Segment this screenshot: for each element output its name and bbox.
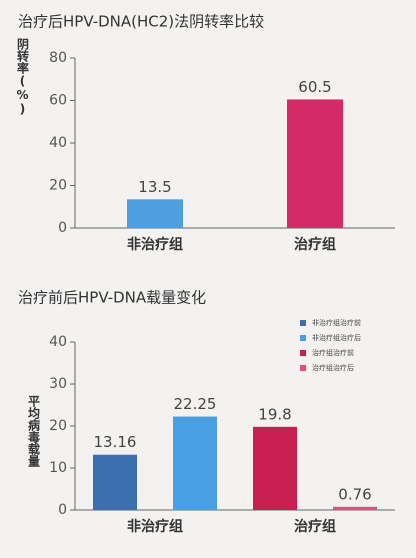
y-tick-label: 20 <box>49 178 67 194</box>
y-tick-label: 60 <box>49 93 67 109</box>
y-tick-label: 0 <box>58 502 67 518</box>
bar <box>287 99 343 228</box>
bar <box>253 426 297 510</box>
value-label: 60.5 <box>298 78 331 96</box>
y-tick-label: 0 <box>58 220 67 236</box>
legend-label: 治疗组治疗前 <box>312 348 354 357</box>
y-axis-label: 平均病毒载量 <box>27 395 41 467</box>
x-tick-label: 非治疗组 <box>127 518 183 535</box>
y-tick-label: 80 <box>49 50 67 66</box>
value-label: 13.5 <box>138 178 171 196</box>
legend-label: 非治疗组治疗前 <box>312 318 361 327</box>
y-tick-label: 40 <box>49 135 67 151</box>
legend-label: 非治疗组治疗后 <box>312 333 361 342</box>
value-label: 13.16 <box>94 433 137 451</box>
legend-swatch <box>300 365 306 371</box>
bar <box>333 506 377 510</box>
x-tick-label: 治疗组 <box>294 518 336 535</box>
legend-label: 治疗组治疗后 <box>312 363 354 372</box>
chart-title: 治疗后HPV-DNA(HC2)法阴转率比较 <box>18 13 264 31</box>
legend-swatch <box>300 320 306 326</box>
value-label: 19.8 <box>258 405 291 423</box>
legend-swatch <box>300 350 306 356</box>
y-tick-label: 40 <box>49 334 67 350</box>
chart-title: 治疗前后HPV-DNA载量变化 <box>18 289 206 307</box>
y-tick-label: 10 <box>49 460 67 476</box>
bar <box>93 454 137 510</box>
x-tick-label: 治疗组 <box>294 236 336 253</box>
y-axis-label: 阴转率(%) <box>16 37 30 116</box>
value-label: 22.25 <box>174 395 217 413</box>
y-tick-label: 30 <box>49 376 67 392</box>
x-tick-label: 非治疗组 <box>127 236 183 253</box>
bar <box>127 199 183 228</box>
y-tick-label: 20 <box>49 418 67 434</box>
value-label: 0.76 <box>338 485 371 503</box>
bar <box>173 416 217 510</box>
legend-swatch <box>300 335 306 341</box>
